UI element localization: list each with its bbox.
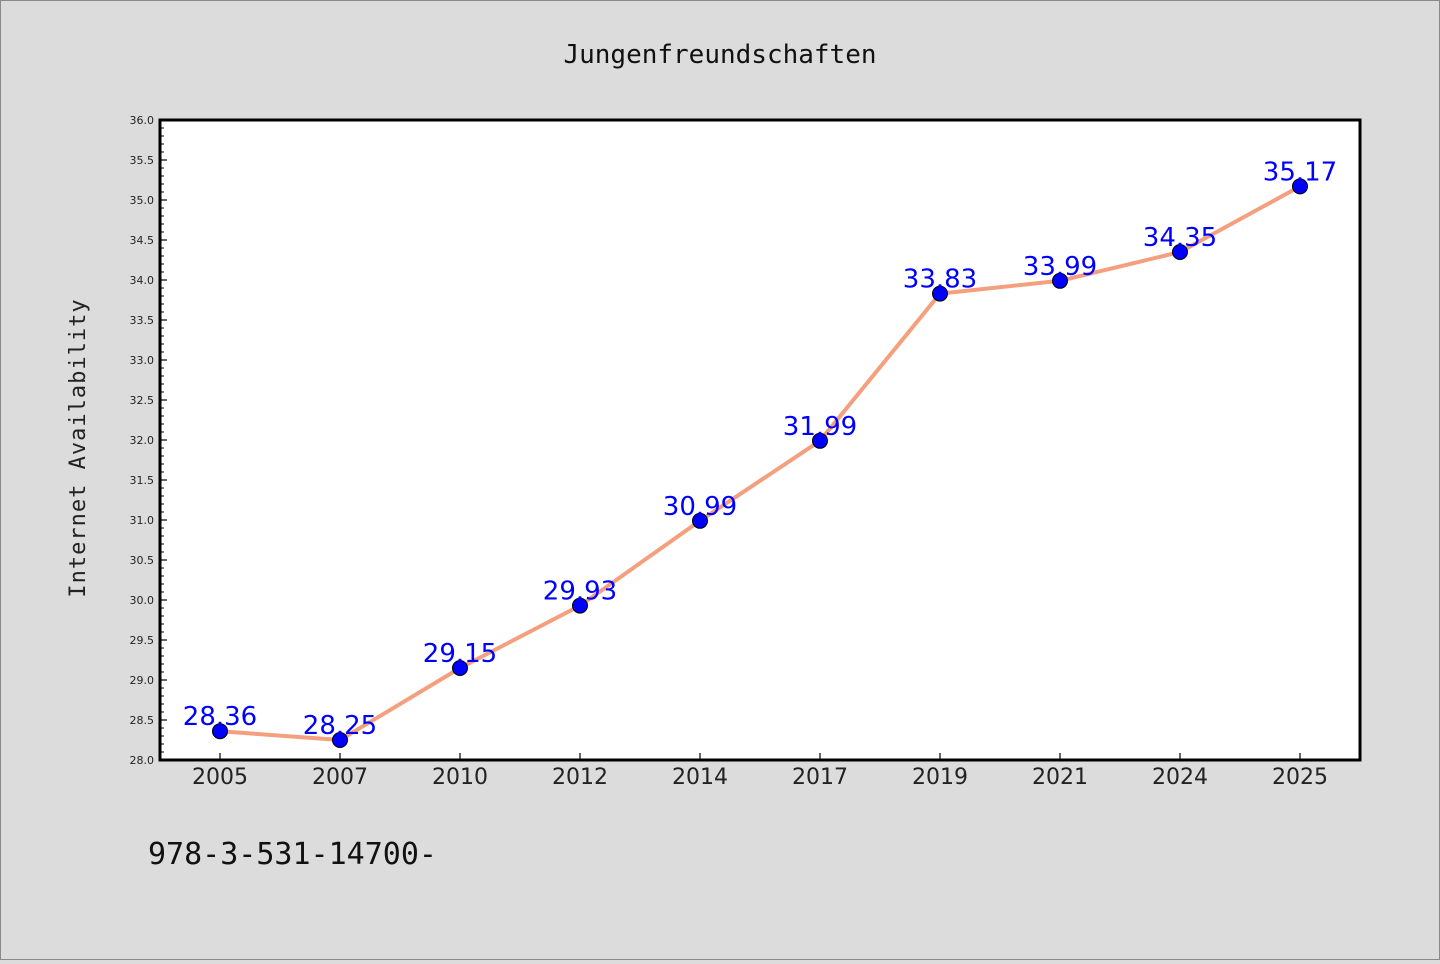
y-tick-label: 30.0 — [130, 594, 155, 607]
x-tick-label: 2010 — [432, 765, 488, 790]
x-tick-label: 2005 — [192, 765, 248, 790]
y-tick-label: 30.5 — [130, 554, 155, 567]
y-axis: 28.0 28.5 29.0 29.5 30.0 30.5 31.0 31.5 32.0 32.5… — [130, 114, 167, 767]
data-point — [1052, 272, 1068, 289]
data-point — [1292, 178, 1308, 195]
data-label: 33.99 — [1023, 252, 1097, 282]
data-label: 28.25 — [303, 711, 377, 741]
y-tick-label: 35.0 — [130, 194, 155, 207]
y-tick-label: 29.0 — [130, 674, 155, 687]
x-tick-label: 2012 — [552, 765, 608, 790]
data-point — [572, 597, 588, 614]
data-label: 33.83 — [903, 265, 977, 295]
x-tick-label: 2019 — [912, 765, 968, 790]
x-tick-label: 2007 — [312, 765, 368, 790]
y-axis-label: Internet Availability — [66, 298, 91, 597]
y-tick-label: 33.0 — [130, 354, 155, 367]
y-tick-label: 31.0 — [130, 514, 155, 527]
x-tick-label: 2017 — [792, 765, 848, 790]
data-label: 29.15 — [423, 639, 497, 669]
data-point — [332, 732, 348, 748]
y-tick-label: 36.0 — [130, 114, 155, 127]
series-line — [219, 184, 1301, 742]
y-tick-label: 32.0 — [130, 434, 155, 447]
y-tick-label: 31.5 — [130, 474, 155, 487]
data-label-group: 28.36 28.25 29.15 29.93 30.99 31.99 33.83 33.99… — [183, 157, 1337, 741]
x-tick-label: 2014 — [672, 765, 728, 790]
y-tick-label: 35.5 — [130, 154, 155, 167]
data-point — [692, 512, 708, 529]
series-line-group — [212, 178, 1308, 748]
chart-title: Jungenfreundschaften — [563, 40, 876, 70]
plot-area — [158, 118, 1362, 762]
y-tick-label: 33.5 — [130, 314, 155, 327]
x-axis: 2005 2007 2010 2012 2014 2017 2019 2021 2024 2025 — [192, 753, 1328, 790]
y-tick-label: 34.5 — [130, 234, 155, 247]
data-label: 34.35 — [1143, 223, 1217, 253]
data-point — [812, 432, 828, 449]
data-point — [932, 285, 948, 302]
data-point — [212, 723, 228, 740]
x-tick-label: 2025 — [1272, 765, 1328, 790]
data-label: 29.93 — [543, 577, 617, 607]
y-tick-label: 29.5 — [130, 634, 155, 647]
data-point — [452, 660, 468, 676]
data-label: 31.99 — [783, 412, 857, 442]
data-point — [1172, 244, 1188, 260]
data-label: 35.17 — [1263, 157, 1337, 187]
y-tick-label: 34.0 — [130, 274, 155, 287]
x-tick-label: 2024 — [1152, 765, 1208, 790]
y-tick-label: 28.5 — [130, 714, 155, 727]
x-tick-label: 2021 — [1032, 765, 1088, 790]
data-label: 30.99 — [663, 492, 737, 522]
data-label: 28.36 — [183, 702, 257, 732]
y-tick-label: 32.5 — [130, 394, 155, 407]
footer-text: 978-3-531-14700- — [148, 837, 437, 872]
y-tick-label: 28.0 — [130, 754, 155, 767]
